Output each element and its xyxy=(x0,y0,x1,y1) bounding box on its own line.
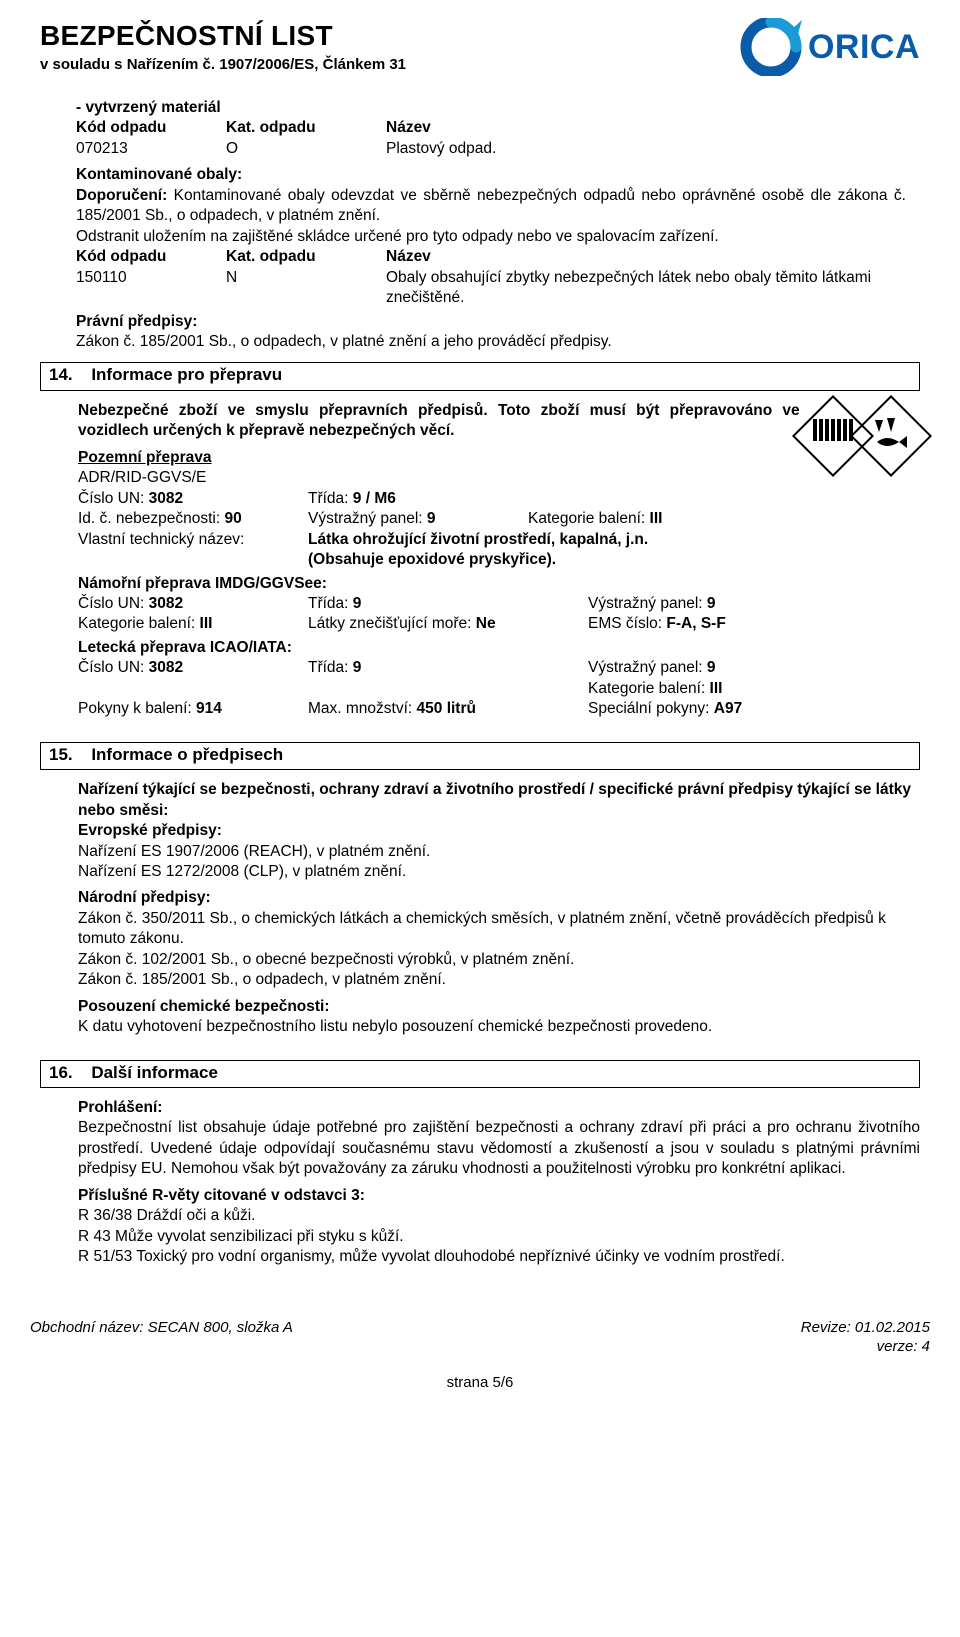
waste-code: 070213 xyxy=(76,139,226,159)
r-phrases-label: Příslušné R-věty citované v odstavci 3: xyxy=(78,1186,920,1206)
sea-un: Číslo UN: 3082 xyxy=(78,594,308,614)
waste2-code: 150110 xyxy=(76,268,226,309)
recommendation-para: Doporučení: Kontaminované obaly odevzdat… xyxy=(76,186,906,227)
sea-ems: EMS číslo: F-A, S-F xyxy=(588,614,920,634)
waste-col1-header: Kód odpadu xyxy=(76,118,226,138)
r-phrase-1: R 36/38 Dráždí oči a kůži. xyxy=(78,1206,920,1226)
r-phrase-2: R 43 Může vyvolat senzibilizaci při styk… xyxy=(78,1227,920,1247)
legal-label: Právní předpisy: xyxy=(76,312,906,332)
nat-reg-label: Národní předpisy: xyxy=(78,888,920,908)
waste2-name: Obaly obsahující zbytky nebezpečných lát… xyxy=(386,268,906,309)
road-class: Třída: 9 / M6 xyxy=(308,489,528,509)
eu-reg-2: Nařízení ES 1272/2008 (CLP), v platném z… xyxy=(78,862,920,882)
waste2-col1-header: Kód odpadu xyxy=(76,247,226,267)
disposal-text: Odstranit uložením na zajištěné skládce … xyxy=(76,227,906,247)
declaration-label: Prohlášení: xyxy=(78,1098,920,1118)
section-16-header: 16. Další informace xyxy=(40,1060,920,1088)
hazard-environment-icon xyxy=(850,395,932,477)
section-14-header: 14. Informace pro přepravu xyxy=(40,362,920,390)
sea-transport-label: Námořní přeprava IMDG/GGVSee: xyxy=(78,574,920,594)
eu-reg-label: Evropské předpisy: xyxy=(78,821,920,841)
air-spec: Speciální pokyny: A97 xyxy=(588,699,920,719)
section-15-title: Informace o předpisech xyxy=(91,745,283,764)
packing-category: Kategorie balení: III xyxy=(528,509,920,529)
un-number: Číslo UN: 3082 xyxy=(78,489,308,509)
chem-safety-label: Posouzení chemické bezpečnosti: xyxy=(78,997,920,1017)
road-mode: ADR/RID-GGVS/E xyxy=(78,468,920,488)
waste-name: Plastový odpad. xyxy=(386,139,906,159)
nat-reg-3: Zákon č. 185/2001 Sb., o odpadech, v pla… xyxy=(78,970,920,990)
r-phrase-3: R 51/53 Toxický pro vodní organismy, můž… xyxy=(78,1247,920,1267)
techname-value2: (Obsahuje epoxidové pryskyřice). xyxy=(308,550,920,570)
techname-value1: Látka ohrožující životní prostředí, kapa… xyxy=(308,530,920,550)
footer-product: Obchodní název: SECAN 800, složka A xyxy=(30,1318,293,1358)
air-un: Číslo UN: 3082 xyxy=(78,658,308,678)
legal-text: Zákon č. 185/2001 Sb., o odpadech, v pla… xyxy=(76,332,906,352)
section-14-num: 14. xyxy=(49,364,87,386)
page-footer: Obchodní název: SECAN 800, složka A Revi… xyxy=(0,1310,960,1358)
section-16-num: 16. xyxy=(49,1062,87,1084)
waste-col2-header: Kat. odpadu xyxy=(226,118,386,138)
hazard-pictograms xyxy=(808,401,920,465)
air-pack: Pokyny k balení: 914 xyxy=(78,699,308,719)
nat-reg-1: Zákon č. 350/2011 Sb., o chemických látk… xyxy=(78,909,920,950)
nat-reg-2: Zákon č. 102/2001 Sb., o obecné bezpečno… xyxy=(78,950,920,970)
eu-reg-1: Nařízení ES 1907/2006 (REACH), v platném… xyxy=(78,842,920,862)
air-class: Třída: 9 xyxy=(308,658,588,678)
logo-swoosh-icon xyxy=(740,18,802,76)
page-number: strana 5/6 xyxy=(0,1357,960,1401)
contaminated-label: Kontaminované obaly: xyxy=(76,165,906,185)
section-15-header: 15. Informace o předpisech xyxy=(40,742,920,770)
sea-class: Třída: 9 xyxy=(308,594,588,614)
air-qty: Max. množství: 450 litrů xyxy=(308,699,588,719)
orica-logo: ORICA xyxy=(740,18,920,76)
waste-category: O xyxy=(226,139,386,159)
footer-revision: Revize: 01.02.2015 verze: 4 xyxy=(801,1318,930,1358)
material-line: - vytvrzený materiál xyxy=(76,98,906,118)
recommendation-text: Kontaminované obaly odevzdat ve sběrně n… xyxy=(76,187,906,224)
air-cat: Kategorie balení: III xyxy=(588,679,920,699)
recommendation-label: Doporučení: xyxy=(76,187,174,204)
document-subtitle: v souladu s Nařízením č. 1907/2006/ES, Č… xyxy=(40,55,740,75)
document-header: BEZPEČNOSTNÍ LIST v souladu s Nařízením … xyxy=(40,18,920,76)
document-title: BEZPEČNOSTNÍ LIST xyxy=(40,18,740,55)
sea-pollutant: Látky znečišťující moře: Ne xyxy=(308,614,588,634)
reg-intro: Nařízení týkající se bezpečnosti, ochran… xyxy=(78,780,920,821)
waste2-col2-header: Kat. odpadu xyxy=(226,247,386,267)
waste2-col3-header: Název xyxy=(386,247,906,267)
logo-text: ORICA xyxy=(808,25,920,70)
waste-col3-header: Název xyxy=(386,118,906,138)
section-15-num: 15. xyxy=(49,744,87,766)
air-transport-label: Letecká přeprava ICAO/IATA: xyxy=(78,638,920,658)
air-panel: Výstražný panel: 9 xyxy=(588,658,920,678)
road-transport-label: Pozemní přeprava xyxy=(78,448,920,468)
techname-label: Vlastní technický název: xyxy=(78,530,308,550)
sea-cat: Kategorie balení: III xyxy=(78,614,308,634)
section-16-title: Další informace xyxy=(91,1063,218,1082)
chem-safety-text: K datu vyhotovení bezpečnostního listu n… xyxy=(78,1017,920,1037)
waste2-category: N xyxy=(226,268,386,309)
danger-id: Id. č. nebezpečnosti: 90 xyxy=(78,509,308,529)
sea-panel: Výstražný panel: 9 xyxy=(588,594,920,614)
section-14-title: Informace pro přepravu xyxy=(91,365,282,384)
warning-panel: Výstražný panel: 9 xyxy=(308,509,528,529)
declaration-text: Bezpečnostní list obsahuje údaje potřebn… xyxy=(78,1118,920,1179)
